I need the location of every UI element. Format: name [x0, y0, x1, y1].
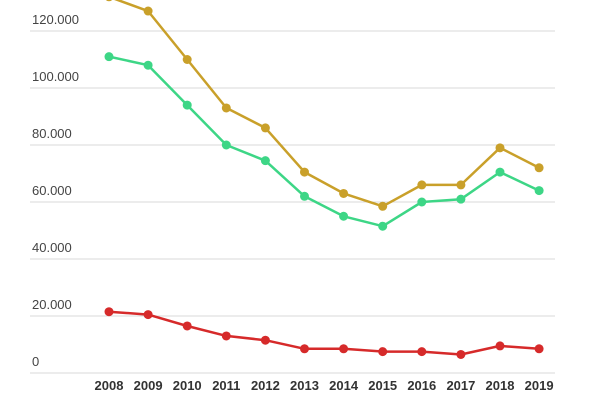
data-point [378, 347, 388, 357]
data-point [221, 103, 231, 113]
data-point [143, 60, 153, 70]
series-line [114, 0, 541, 208]
x-tick-label: 2016 [407, 378, 436, 393]
series-line [107, 55, 541, 228]
y-tick-label: 20.000 [32, 297, 72, 312]
data-point [534, 344, 544, 354]
x-tick-label: 2019 [525, 378, 554, 393]
x-tick-label: 2012 [251, 378, 280, 393]
series-2 [104, 52, 544, 231]
data-point [105, 0, 113, 2]
data-point [300, 344, 309, 354]
y-tick-label: 40.000 [32, 240, 72, 255]
data-point [104, 307, 114, 317]
series-lines [104, 0, 544, 359]
data-point [456, 349, 466, 359]
data-point [260, 123, 270, 133]
data-point [221, 140, 231, 150]
x-tick-label: 2017 [446, 378, 475, 393]
data-point [260, 335, 270, 345]
y-tick-label: 80.000 [32, 126, 72, 141]
y-tick-label: 120.000 [32, 12, 79, 27]
data-point [495, 143, 505, 153]
data-point [339, 211, 349, 221]
y-axis-tick-labels: 0 20.000 40.000 60.000 80.000 100.000 120.000 [32, 12, 79, 369]
data-point [417, 347, 427, 357]
x-tick-label: 2014 [329, 378, 359, 393]
series-3 [104, 307, 544, 359]
data-point [143, 310, 153, 320]
series-line [107, 310, 541, 356]
data-point [182, 55, 192, 64]
data-point [456, 194, 466, 204]
data-point [456, 180, 466, 190]
data-point [378, 201, 388, 211]
data-point [339, 188, 349, 198]
x-tick-label: 2009 [134, 378, 163, 393]
data-point [300, 167, 309, 177]
x-tick-label: 2008 [95, 378, 124, 393]
data-point [143, 6, 153, 16]
data-point [182, 100, 192, 110]
x-tick-label: 2015 [368, 378, 397, 393]
data-point [495, 341, 505, 351]
data-point [534, 186, 544, 196]
x-axis-tick-labels: 2008 2009 2010 2011 2012 2013 2014 2015 2016 2017… [95, 378, 554, 393]
y-tick-label: 60.000 [32, 183, 72, 198]
data-point [221, 331, 231, 341]
x-tick-label: 2013 [290, 378, 319, 393]
data-point [339, 344, 349, 354]
data-point [495, 167, 505, 177]
y-tick-label: 100.000 [32, 69, 79, 84]
grid-lines [30, 30, 555, 374]
x-tick-label: 2011 [212, 378, 240, 393]
data-point [534, 163, 544, 173]
x-tick-label: 2010 [173, 378, 202, 393]
data-point [300, 191, 309, 201]
data-point [417, 197, 427, 207]
data-point [260, 156, 270, 166]
x-tick-label: 2018 [486, 378, 515, 393]
data-point [104, 52, 114, 62]
y-tick-label: 0 [32, 354, 39, 369]
series-1 [105, 0, 544, 211]
data-point [378, 221, 388, 231]
data-point [417, 180, 427, 190]
data-point [182, 321, 192, 331]
